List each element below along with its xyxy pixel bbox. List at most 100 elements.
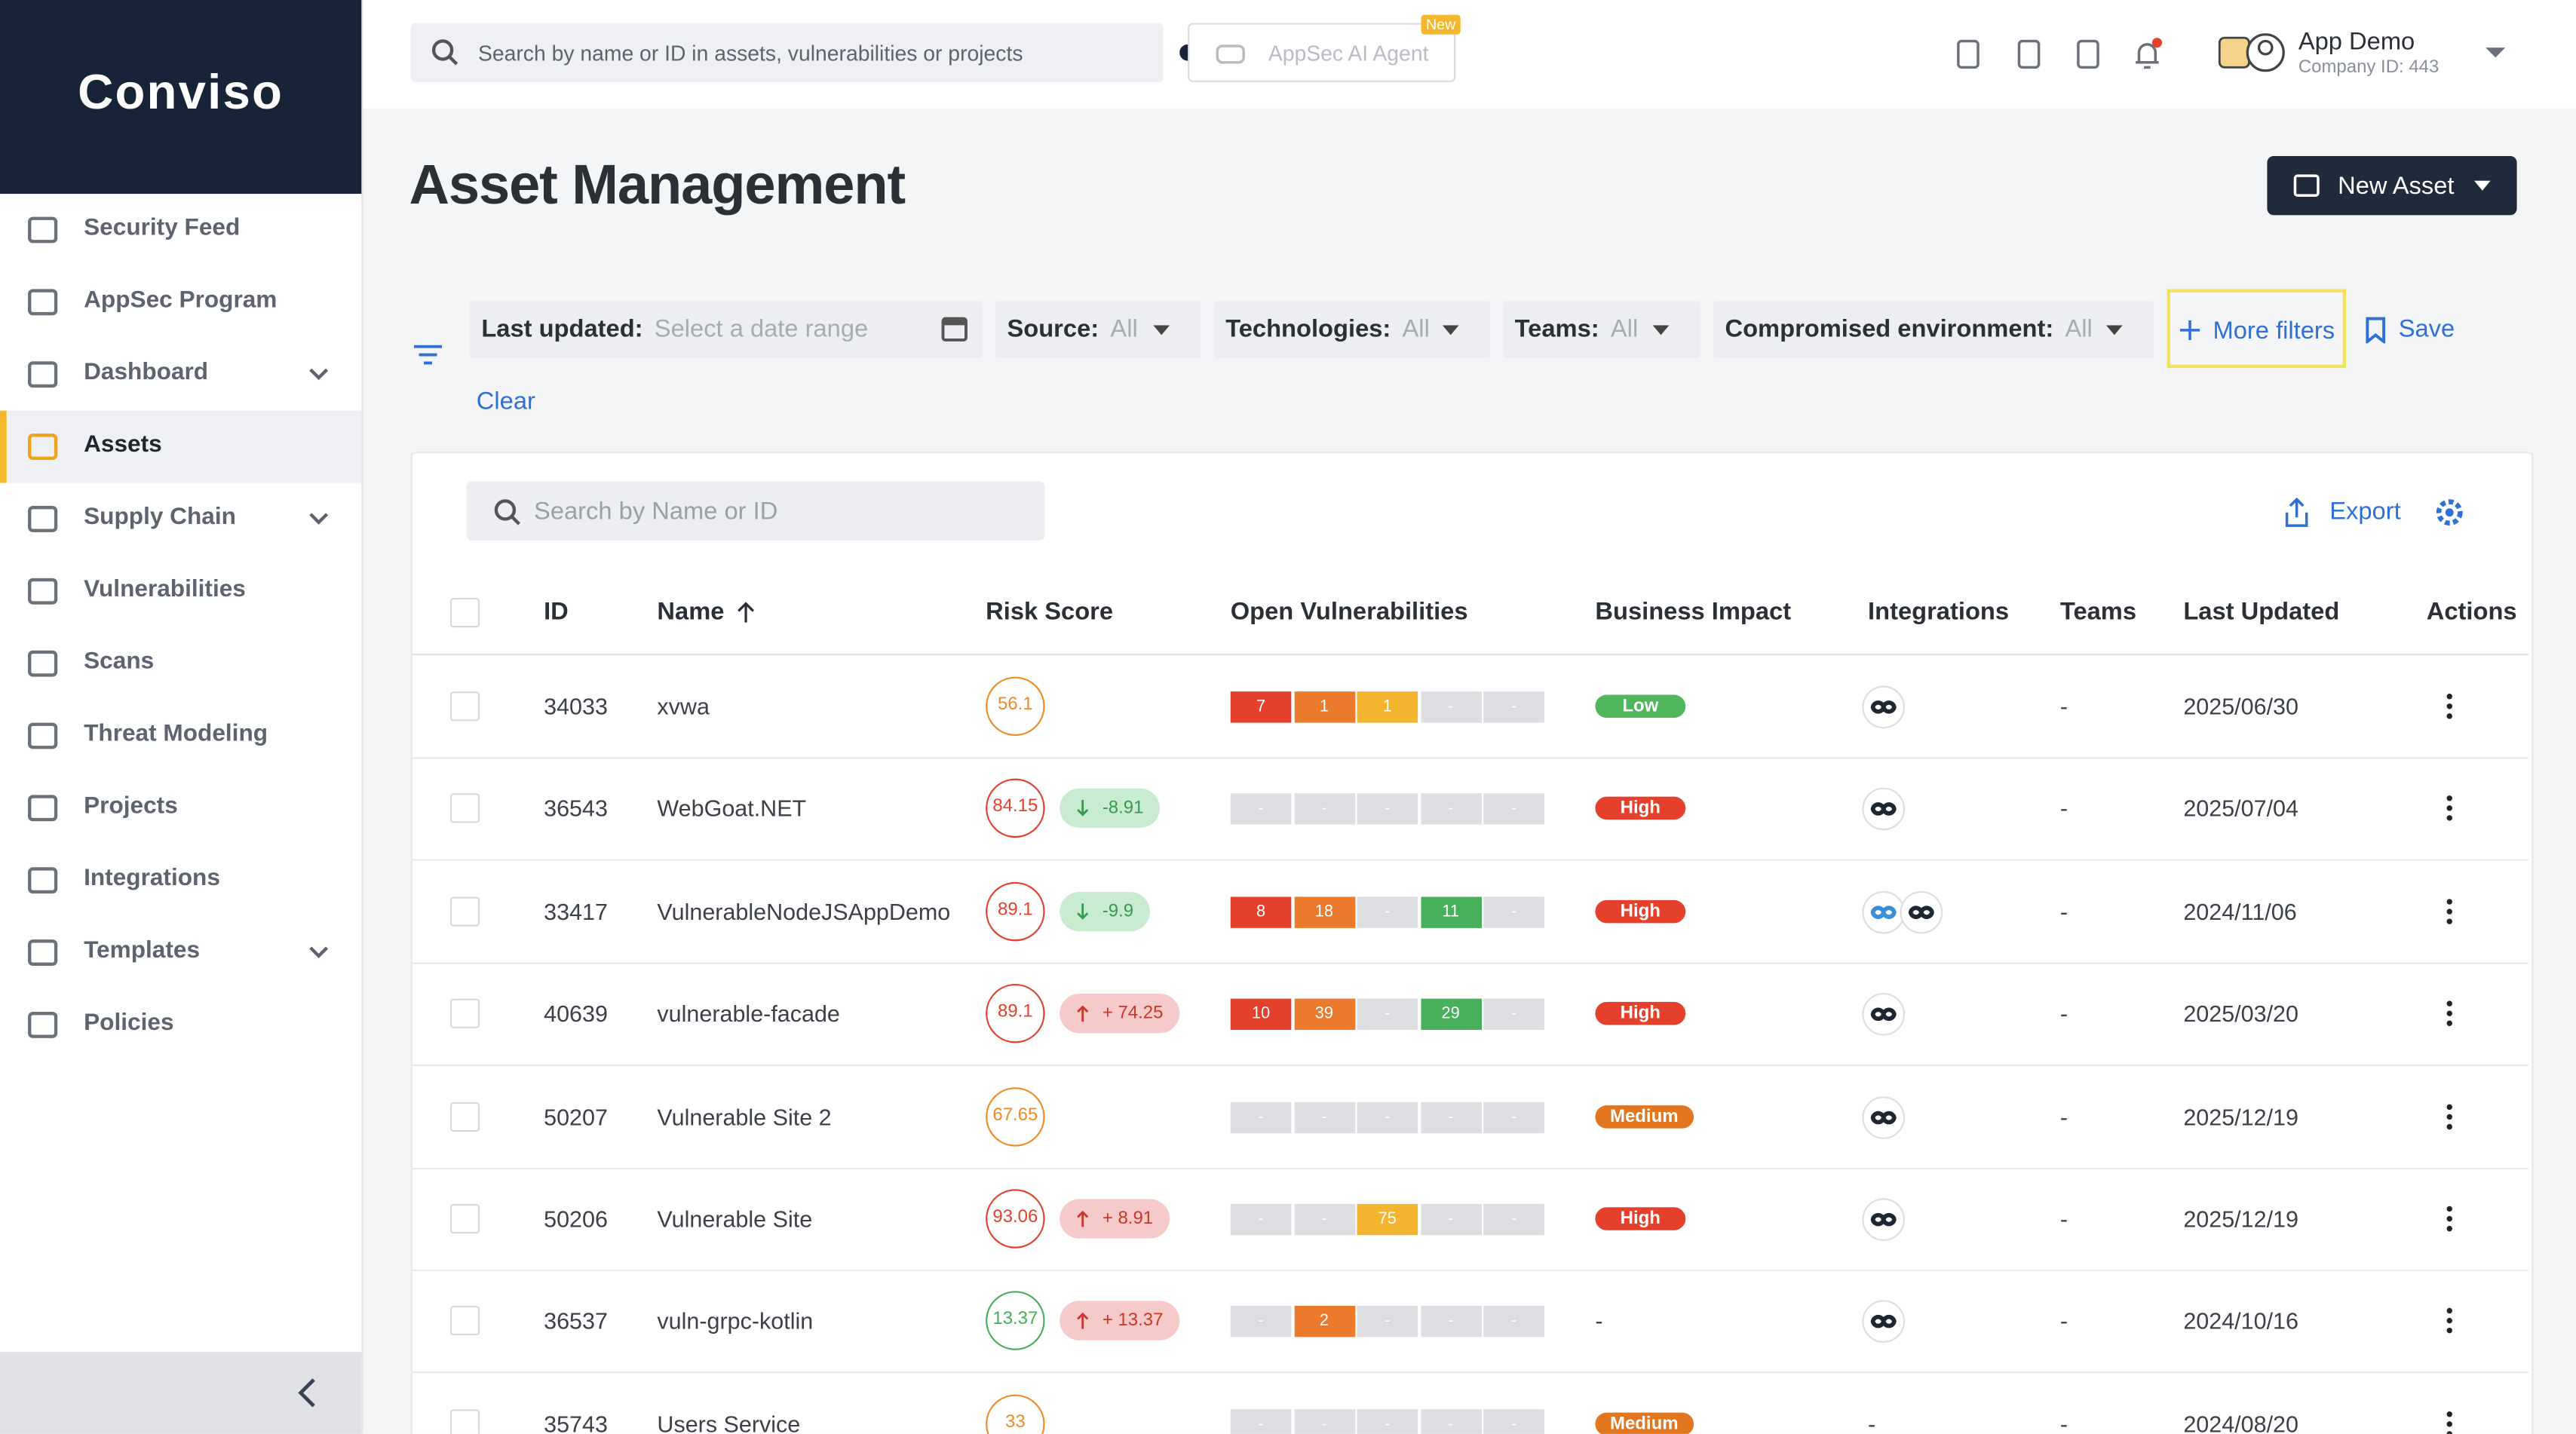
filter-value: All xyxy=(2065,315,2093,344)
nav-chevron[interactable] xyxy=(307,945,330,961)
asset-name[interactable]: xvwa xyxy=(657,693,710,720)
row-actions[interactable] xyxy=(2443,898,2456,924)
nav-item[interactable]: Scans xyxy=(84,648,155,676)
vuln-count: - xyxy=(1357,896,1418,928)
row-actions[interactable] xyxy=(2443,1103,2456,1129)
logo-area xyxy=(0,0,362,195)
column-header[interactable]: Teams xyxy=(2059,597,2137,627)
nav-icon[interactable] xyxy=(26,721,60,750)
column-header[interactable]: Business Impact xyxy=(1595,597,1792,627)
avatar[interactable] xyxy=(2216,29,2289,75)
export-button[interactable]: Export xyxy=(2329,498,2401,526)
row-actions[interactable] xyxy=(2443,1000,2456,1027)
nav-item[interactable]: Templates xyxy=(84,937,201,964)
toolbar-icon[interactable] xyxy=(1953,38,1983,71)
user-menu-caret[interactable] xyxy=(2484,46,2507,59)
nav-item[interactable]: Integrations xyxy=(84,866,220,892)
nav-chevron[interactable] xyxy=(307,366,330,383)
column-header[interactable]: ID xyxy=(544,597,569,627)
vuln-count: - xyxy=(1483,1306,1544,1338)
filter-chip[interactable]: Last updated: Select a date range xyxy=(470,300,983,358)
row-actions[interactable] xyxy=(2443,1206,2456,1232)
risk-delta: + 74.25 xyxy=(1060,994,1180,1034)
filter-label: Technologies: xyxy=(1225,315,1391,344)
nav-icon[interactable] xyxy=(26,504,60,534)
row-actions[interactable] xyxy=(2443,1308,2456,1334)
toolbar-icon[interactable] xyxy=(2073,38,2102,71)
teams: - xyxy=(2059,898,2068,925)
row-actions[interactable] xyxy=(2443,693,2456,719)
ai-agent-button[interactable]: AppSec AI Agent xyxy=(1188,23,1456,82)
save-button[interactable]: Save xyxy=(2398,315,2455,344)
nav-item[interactable]: Projects xyxy=(84,793,178,820)
column-header[interactable]: Name xyxy=(657,597,725,627)
vuln-count: 11 xyxy=(1420,896,1481,928)
clear-button[interactable]: Clear xyxy=(476,388,535,416)
filter-chip[interactable]: Compromised environment: All xyxy=(1713,300,2154,358)
asset-name[interactable]: VulnerableNodeJSAppDemo xyxy=(657,898,951,925)
table-search[interactable]: Search by Name or ID xyxy=(466,481,1045,541)
row-actions[interactable] xyxy=(2443,795,2456,822)
row-checkbox[interactable] xyxy=(449,1306,480,1337)
asset-name[interactable]: Users Service xyxy=(657,1410,801,1434)
nav-icon[interactable] xyxy=(26,215,60,244)
nav-item[interactable]: Vulnerabilities xyxy=(84,576,246,603)
asset-name[interactable]: WebGoat.NET xyxy=(657,795,807,823)
last-updated: 2024/08/20 xyxy=(2183,1410,2298,1434)
filter-chip[interactable]: Source: All xyxy=(995,300,1201,358)
filter-caret xyxy=(1153,325,1170,336)
nav-icon[interactable] xyxy=(26,649,60,679)
nav-chevron[interactable] xyxy=(307,511,330,528)
asset-name[interactable]: vulnerable-facade xyxy=(657,1000,840,1028)
nav-item[interactable]: Supply Chain xyxy=(84,504,236,531)
nav-item[interactable]: Threat Modeling xyxy=(84,721,268,748)
row-checkbox[interactable] xyxy=(449,794,480,824)
column-header[interactable]: Risk Score xyxy=(986,597,1114,627)
column-header[interactable]: Open Vulnerabilities xyxy=(1230,597,1468,627)
row-actions[interactable] xyxy=(2443,1411,2456,1434)
vuln-count: - xyxy=(1420,1408,1481,1434)
nav-item[interactable]: Dashboard xyxy=(84,360,209,386)
nav-icon[interactable] xyxy=(26,938,60,967)
row-checkbox[interactable] xyxy=(449,1408,480,1434)
sort-icon[interactable] xyxy=(736,601,756,624)
toolbar-icon[interactable] xyxy=(2133,38,2162,71)
row-checkbox[interactable] xyxy=(449,998,480,1029)
header-checkbox[interactable] xyxy=(449,597,480,628)
column-header[interactable]: Last Updated xyxy=(2183,597,2340,627)
table-settings-icon[interactable] xyxy=(2435,498,2464,527)
asset-name[interactable]: vuln-grpc-kotlin xyxy=(657,1307,814,1334)
global-search[interactable]: Search by name or ID in assets, vulnerab… xyxy=(410,23,1164,82)
row-checkbox[interactable] xyxy=(449,691,480,722)
nav-icon[interactable] xyxy=(26,793,60,823)
filter-icon[interactable] xyxy=(412,343,443,366)
nav-icon[interactable] xyxy=(26,577,60,606)
nav-icon[interactable] xyxy=(26,287,60,317)
nav-item[interactable]: Policies xyxy=(84,1010,174,1037)
filter-chip[interactable]: Teams: All xyxy=(1503,300,1700,358)
save-icon[interactable] xyxy=(2366,317,2386,344)
column-header[interactable]: Integrations xyxy=(1868,597,2010,627)
user-name[interactable]: App Demo xyxy=(2298,28,2415,57)
nav-icon[interactable] xyxy=(26,360,60,389)
nav-item[interactable]: AppSec Program xyxy=(84,287,278,314)
row-checkbox[interactable] xyxy=(449,1203,480,1234)
nav-icon[interactable] xyxy=(26,432,60,461)
new-asset-button[interactable]: New Asset xyxy=(2267,155,2517,216)
asset-name[interactable]: Vulnerable Site 2 xyxy=(657,1103,832,1129)
nav-icon[interactable] xyxy=(26,866,60,895)
row-divider xyxy=(412,1270,2528,1272)
filter-chip[interactable]: Technologies: All xyxy=(1213,300,1490,358)
nav-icon[interactable] xyxy=(26,1010,60,1040)
toolbar-icon[interactable] xyxy=(2014,38,2044,71)
nav-item[interactable]: Security Feed xyxy=(84,215,241,242)
impact-badge: High xyxy=(1595,1002,1686,1025)
export-icon[interactable] xyxy=(2283,498,2310,527)
collapse-icon[interactable] xyxy=(296,1377,318,1410)
asset-name[interactable]: Vulnerable Site xyxy=(657,1206,813,1232)
nav-item[interactable]: Assets xyxy=(84,431,162,458)
vuln-count: - xyxy=(1483,794,1544,826)
row-checkbox[interactable] xyxy=(449,896,480,927)
row-checkbox[interactable] xyxy=(449,1101,480,1132)
more-filters-button[interactable]: More filters xyxy=(2167,289,2346,368)
